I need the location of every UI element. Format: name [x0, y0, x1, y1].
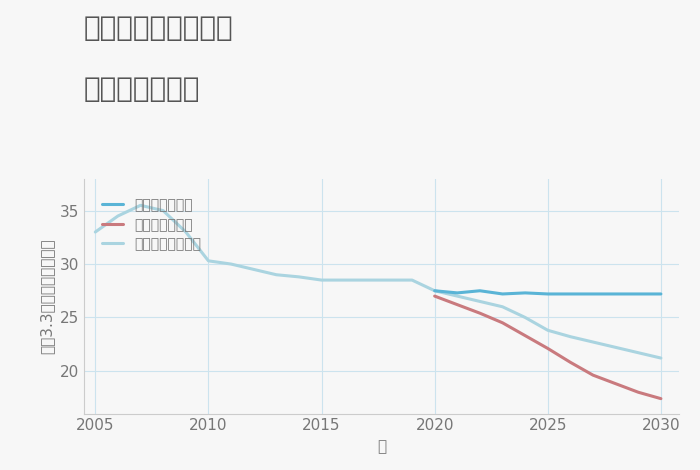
グッドシナリオ: [566, 291, 575, 297]
グッドシナリオ: [612, 291, 620, 297]
グッドシナリオ: [521, 290, 529, 296]
X-axis label: 年: 年: [377, 439, 386, 454]
Text: 岐阜県大垣市浅草の: 岐阜県大垣市浅草の: [84, 14, 234, 42]
グッドシナリオ: [498, 291, 507, 297]
ノーマルシナリオ: [385, 277, 393, 283]
ノーマルシナリオ: [204, 258, 213, 264]
バッドシナリオ: [566, 360, 575, 365]
バッドシナリオ: [634, 390, 643, 395]
ノーマルシナリオ: [589, 339, 597, 345]
ノーマルシナリオ: [340, 277, 349, 283]
ノーマルシナリオ: [408, 277, 416, 283]
ノーマルシナリオ: [272, 272, 281, 278]
バッドシナリオ: [657, 396, 665, 401]
グッドシナリオ: [589, 291, 597, 297]
ノーマルシナリオ: [476, 298, 484, 304]
ノーマルシナリオ: [317, 277, 326, 283]
バッドシナリオ: [544, 345, 552, 351]
バッドシナリオ: [476, 310, 484, 316]
ノーマルシナリオ: [249, 266, 258, 272]
ノーマルシナリオ: [498, 304, 507, 310]
Text: 土地の価格推移: 土地の価格推移: [84, 75, 200, 103]
グッドシナリオ: [634, 291, 643, 297]
ノーマルシナリオ: [521, 314, 529, 320]
ノーマルシナリオ: [544, 328, 552, 333]
ノーマルシナリオ: [295, 274, 303, 280]
ノーマルシナリオ: [453, 293, 461, 299]
グッドシナリオ: [430, 288, 439, 294]
Line: ノーマルシナリオ: ノーマルシナリオ: [95, 205, 661, 358]
Line: バッドシナリオ: バッドシナリオ: [435, 296, 661, 399]
ノーマルシナリオ: [159, 208, 167, 213]
グッドシナリオ: [544, 291, 552, 297]
ノーマルシナリオ: [634, 350, 643, 355]
Legend: グッドシナリオ, バッドシナリオ, ノーマルシナリオ: グッドシナリオ, バッドシナリオ, ノーマルシナリオ: [97, 193, 207, 257]
ノーマルシナリオ: [181, 229, 190, 235]
バッドシナリオ: [521, 333, 529, 338]
Line: グッドシナリオ: グッドシナリオ: [435, 291, 661, 294]
ノーマルシナリオ: [430, 288, 439, 294]
グッドシナリオ: [657, 291, 665, 297]
グッドシナリオ: [476, 288, 484, 294]
ノーマルシナリオ: [363, 277, 371, 283]
ノーマルシナリオ: [136, 203, 145, 208]
バッドシナリオ: [589, 372, 597, 378]
バッドシナリオ: [453, 302, 461, 307]
ノーマルシナリオ: [113, 213, 122, 219]
グッドシナリオ: [453, 290, 461, 296]
ノーマルシナリオ: [566, 334, 575, 339]
バッドシナリオ: [430, 293, 439, 299]
ノーマルシナリオ: [227, 261, 235, 267]
ノーマルシナリオ: [612, 345, 620, 350]
バッドシナリオ: [612, 381, 620, 386]
ノーマルシナリオ: [657, 355, 665, 361]
Y-axis label: 坪（3.3㎡）単価（万円）: 坪（3.3㎡）単価（万円）: [39, 238, 54, 354]
バッドシナリオ: [498, 320, 507, 326]
ノーマルシナリオ: [91, 229, 99, 235]
